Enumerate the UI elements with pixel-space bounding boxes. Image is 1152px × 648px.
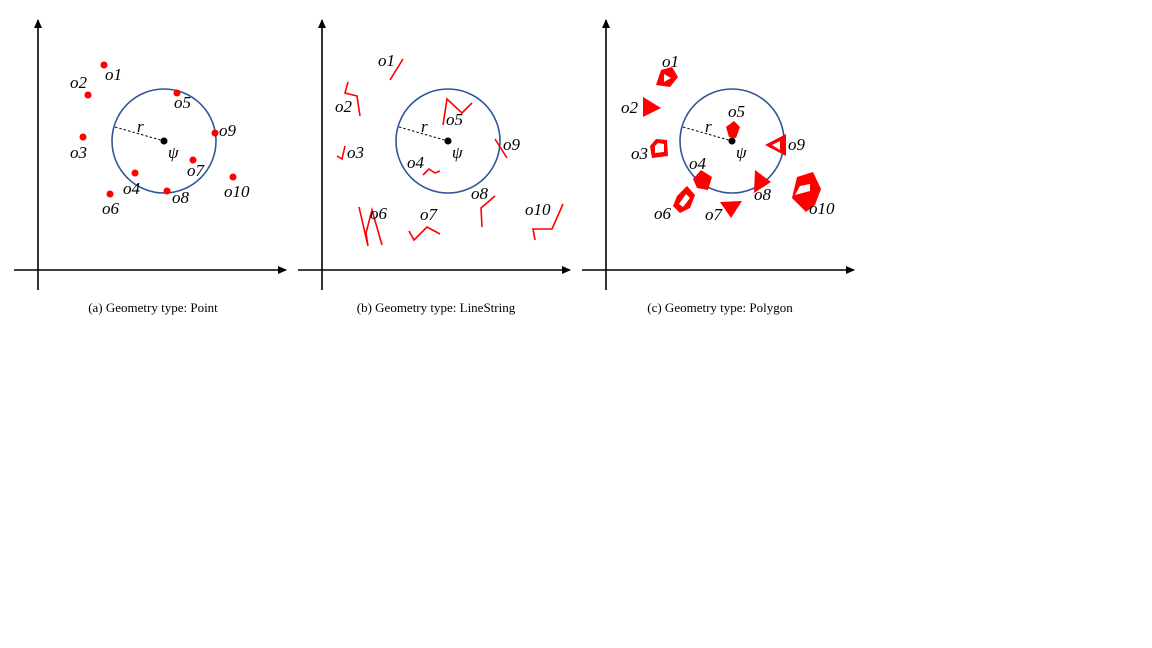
object-label: o6 bbox=[370, 204, 388, 223]
object-label: o2 bbox=[335, 97, 353, 116]
point-objects bbox=[79, 61, 237, 198]
polygon-o8 bbox=[754, 170, 771, 193]
radius-line bbox=[682, 126, 733, 142]
linestring-o9 bbox=[494, 138, 508, 159]
object-label: o10 bbox=[525, 200, 551, 219]
object-label: o1 bbox=[378, 51, 395, 70]
linestring-o6 bbox=[358, 206, 383, 247]
panel-polygon: r ψ o1 o2 o3 o4 o5 o6 o7 o8 o9 o10 (c) bbox=[582, 19, 855, 315]
object-label: o4 bbox=[123, 179, 141, 198]
linestring-o3 bbox=[336, 145, 346, 161]
point-o3 bbox=[79, 133, 87, 141]
query-circle bbox=[111, 88, 217, 194]
polygon-labels: o1 o2 o3 o4 o5 o6 o7 o8 o9 o10 bbox=[621, 52, 835, 224]
linestring-o2 bbox=[344, 81, 361, 117]
object-label: o7 bbox=[705, 205, 724, 224]
caption-c: (c) Geometry type: Polygon bbox=[647, 300, 793, 315]
object-label: o6 bbox=[102, 199, 120, 218]
center-label: ψ bbox=[168, 143, 179, 162]
polygon-o6 bbox=[673, 186, 695, 213]
object-label: o5 bbox=[446, 110, 463, 129]
object-label: o5 bbox=[728, 102, 745, 121]
object-label: o8 bbox=[754, 185, 772, 204]
object-label: o8 bbox=[172, 188, 190, 207]
object-label: o10 bbox=[224, 182, 250, 201]
panel-linestring: r ψ o1 o2 o3 o4 o5 o6 o7 o8 o9 o10 (b) bbox=[298, 19, 571, 315]
polygon-o5 bbox=[726, 121, 740, 138]
object-label: o10 bbox=[809, 199, 835, 218]
radius-label: r bbox=[421, 117, 428, 136]
point-o7 bbox=[189, 156, 197, 164]
point-o4 bbox=[131, 169, 139, 177]
object-label: o9 bbox=[503, 135, 521, 154]
center-label: ψ bbox=[736, 143, 747, 162]
radius-line bbox=[398, 126, 449, 142]
point-o2 bbox=[84, 91, 92, 99]
panel-point: r ψ o1 o2 o3 o4 o5 o6 o7 o8 o9 o10 (a) bbox=[14, 19, 287, 315]
polygon-o9 bbox=[765, 134, 786, 156]
center-point bbox=[160, 137, 168, 145]
object-label: o1 bbox=[105, 65, 122, 84]
linestring-o4 bbox=[422, 167, 441, 176]
polygon-o1 bbox=[656, 67, 678, 87]
radius-label: r bbox=[705, 117, 712, 136]
object-label: o3 bbox=[631, 144, 648, 163]
object-label: o3 bbox=[70, 143, 87, 162]
linestring-o8 bbox=[480, 195, 496, 228]
object-label: o7 bbox=[187, 161, 206, 180]
polygon-o4 bbox=[693, 170, 712, 190]
linestring-o10 bbox=[532, 203, 564, 241]
linestring-o1 bbox=[389, 58, 404, 81]
center-label: ψ bbox=[452, 143, 463, 162]
polygon-o3 bbox=[650, 139, 668, 158]
point-labels: o1 o2 o3 o4 o5 o6 o7 o8 o9 o10 bbox=[70, 65, 250, 218]
polygon-o10 bbox=[792, 172, 821, 212]
point-o10 bbox=[229, 173, 237, 181]
linestring-labels: o1 o2 o3 o4 o5 o6 o7 o8 o9 o10 bbox=[335, 51, 551, 224]
center-point bbox=[444, 137, 452, 145]
center-point bbox=[728, 137, 736, 145]
object-label: o5 bbox=[174, 93, 191, 112]
object-label: o9 bbox=[788, 135, 806, 154]
object-label: o1 bbox=[662, 52, 679, 71]
object-label: o2 bbox=[621, 98, 639, 117]
radius-label: r bbox=[137, 117, 144, 136]
linestring-objects bbox=[336, 58, 564, 247]
point-o6 bbox=[106, 190, 114, 198]
object-label: o2 bbox=[70, 73, 88, 92]
radius-line bbox=[114, 126, 165, 142]
linestring-o7 bbox=[408, 226, 441, 242]
caption-b: (b) Geometry type: LineString bbox=[357, 300, 516, 315]
polygon-objects bbox=[643, 67, 821, 218]
polygon-o7 bbox=[720, 201, 742, 218]
polygon-o2 bbox=[643, 97, 661, 117]
object-label: o6 bbox=[654, 204, 672, 223]
object-label: o4 bbox=[407, 153, 425, 172]
caption-a: (a) Geometry type: Point bbox=[88, 300, 218, 315]
object-label: o7 bbox=[420, 205, 439, 224]
point-o1 bbox=[100, 61, 108, 69]
query-circle bbox=[395, 88, 501, 194]
point-o8 bbox=[163, 187, 171, 195]
point-o9 bbox=[211, 129, 219, 137]
object-label: o9 bbox=[219, 121, 237, 140]
object-label: o3 bbox=[347, 143, 364, 162]
point-o5 bbox=[173, 89, 181, 97]
object-label: o4 bbox=[689, 154, 707, 173]
object-label: o8 bbox=[471, 184, 489, 203]
linestring-o5 bbox=[442, 97, 473, 126]
